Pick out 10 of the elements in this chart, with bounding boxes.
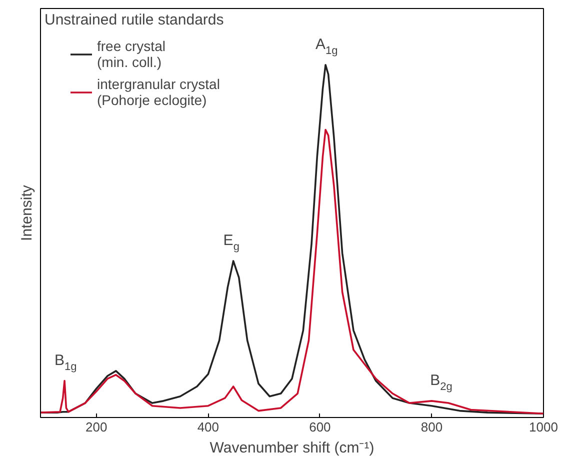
- chart-title: Unstrained rutile standards: [44, 12, 224, 28]
- legend-label: intergranular crystal (Pohorje eclogite): [97, 76, 220, 108]
- y-axis-title: Intensity: [18, 184, 36, 241]
- x-axis-title: Wavenumber shift (cm⁻¹): [210, 440, 374, 456]
- x-tick-label: 1000: [529, 420, 558, 434]
- x-tick-label: 400: [197, 420, 220, 434]
- x-tick-label: 800: [420, 420, 443, 434]
- x-tick-label: 200: [86, 420, 108, 434]
- x-tick-label: 600: [309, 420, 331, 434]
- legend-label: free crystal (min. coll.): [97, 38, 166, 70]
